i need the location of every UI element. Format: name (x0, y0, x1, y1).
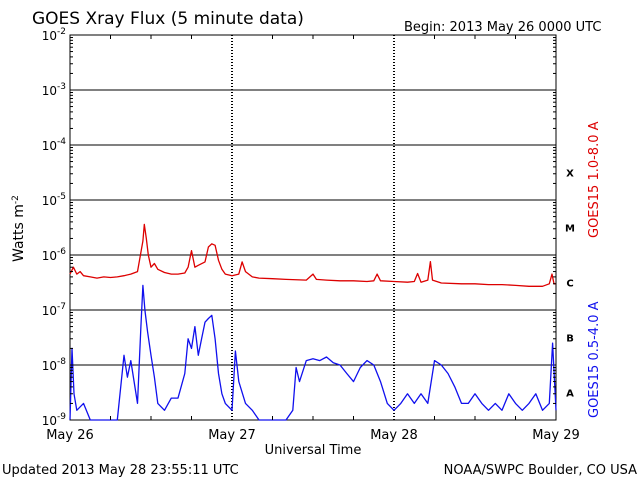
y-tick-base: 10 (42, 249, 57, 263)
y-tick-base: 10 (42, 414, 57, 428)
y-tick-base: 10 (42, 84, 57, 98)
y-tick-label: 10-2 (42, 27, 66, 43)
y-tick-label: 10-4 (42, 137, 67, 153)
x-axis: May 26 May 27 May 28 May 29 (46, 35, 580, 443)
y-tick-base: 10 (42, 359, 57, 373)
y-tick-label: 10-8 (42, 357, 67, 373)
flare-class-label: C (566, 279, 573, 290)
updated-timestamp: Updated 2013 May 28 23:55:11 UTC (2, 463, 239, 478)
x-tick-label: May 27 (208, 428, 256, 443)
y-tick-exponent: -7 (57, 302, 66, 312)
grid (70, 35, 556, 420)
flare-class-label: A (566, 389, 574, 400)
y-axis-label-text: Watts m (11, 204, 27, 262)
y-tick-label: 10-7 (42, 302, 66, 318)
x-tick-label: May 29 (532, 428, 580, 443)
y-tick-base: 10 (42, 139, 57, 153)
y-tick-label: 10-3 (42, 82, 66, 98)
flare-class-label: M (565, 224, 575, 235)
x-axis-label: Universal Time (265, 443, 362, 458)
legend-series-short: GOES15 0.5-4.0 A (587, 301, 602, 418)
flare-class-label: X (566, 169, 574, 180)
y-tick-exponent: -2 (57, 27, 66, 37)
series-layer (69, 223, 557, 421)
y-axis-label: Watts m-2 (11, 195, 27, 262)
plot-frame (69, 34, 557, 421)
series-line-1 (69, 284, 557, 421)
chart-title: GOES Xray Flux (5 minute data) (32, 9, 304, 29)
y-tick-label: 10-5 (42, 192, 66, 208)
y-axis: 10-910-810-710-610-510-410-310-2 (42, 27, 556, 428)
y-tick-exponent: -9 (57, 412, 66, 422)
y-tick-base: 10 (42, 194, 57, 208)
y-tick-exponent: -6 (57, 247, 66, 257)
legend-series-long: GOES15 1.0-8.0 A (587, 121, 602, 238)
y-tick-label: 10-6 (42, 247, 67, 263)
credit-text: NOAA/SWPC Boulder, CO USA (444, 463, 637, 478)
begin-label: Begin: 2013 May 26 0000 UTC (404, 20, 601, 35)
y-tick-label: 10-9 (42, 412, 67, 428)
y-tick-exponent: -5 (57, 192, 66, 202)
y-tick-exponent: -3 (57, 82, 66, 92)
y-axis-label-superscript: -2 (11, 195, 21, 204)
y-tick-exponent: -4 (57, 137, 66, 147)
x-tick-label: May 26 (46, 428, 94, 443)
flare-class-label: B (566, 334, 574, 345)
y-tick-base: 10 (42, 29, 57, 43)
y-tick-exponent: -8 (57, 357, 66, 367)
flare-class-labels: X M C B A (565, 169, 575, 400)
x-tick-label: May 28 (370, 428, 418, 443)
series-line-0 (69, 223, 556, 287)
y-tick-base: 10 (42, 304, 57, 318)
